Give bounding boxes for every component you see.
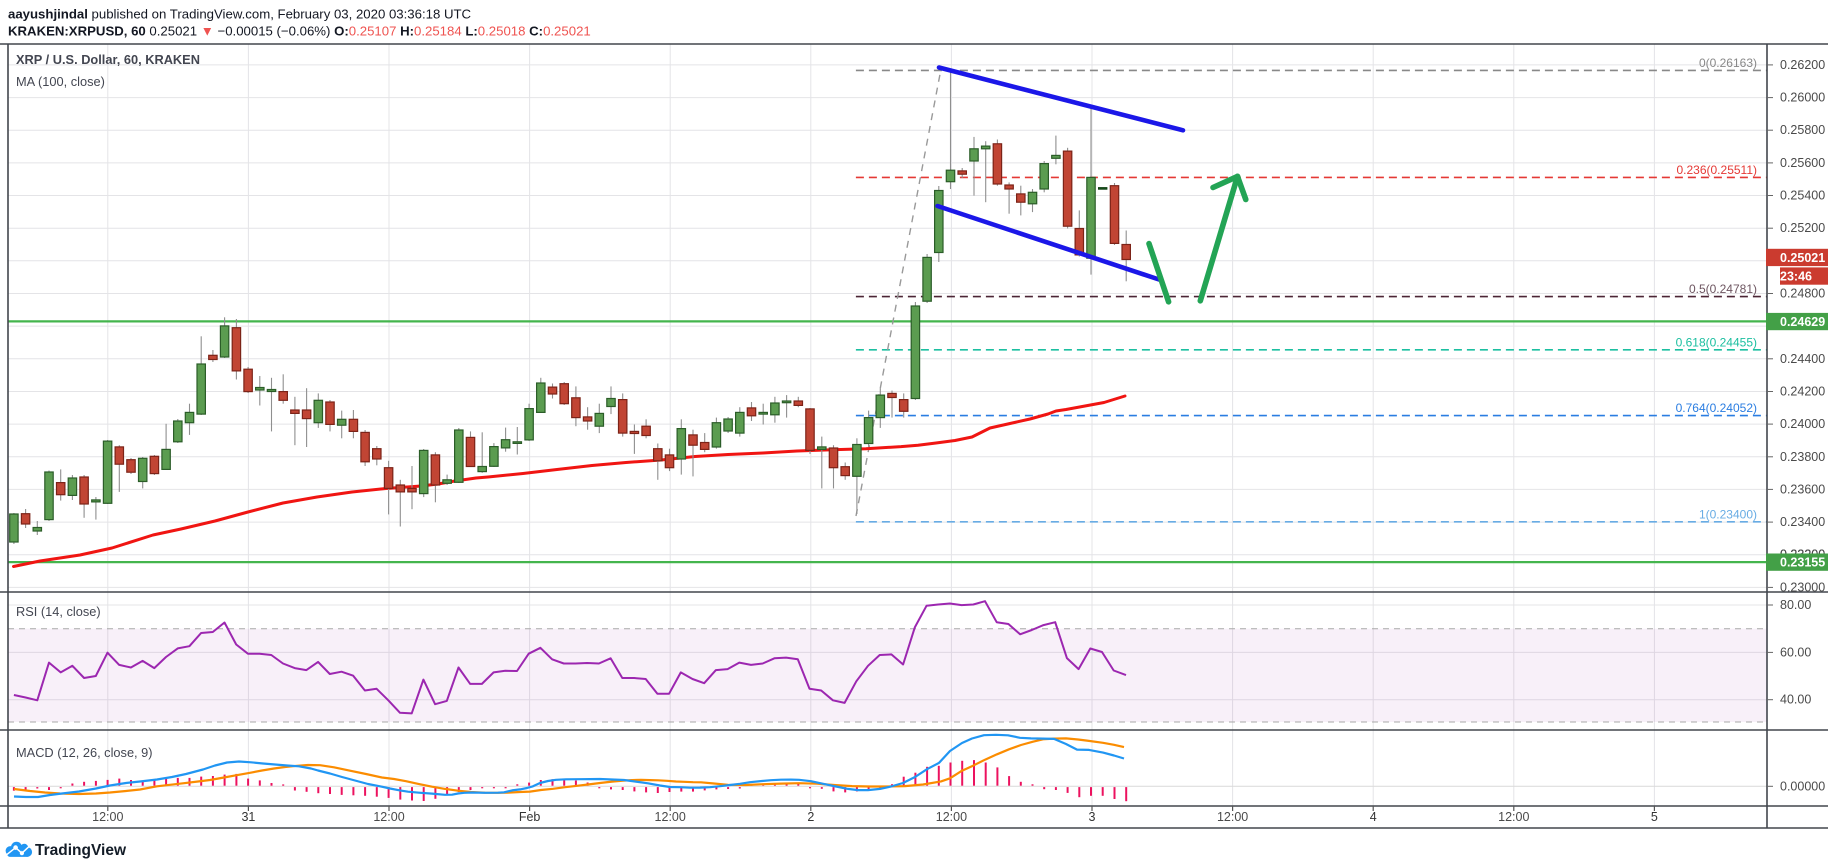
svg-text:0.25400: 0.25400: [1780, 189, 1825, 203]
svg-text:aayushjindal published on Trad: aayushjindal published on TradingView.co…: [8, 7, 472, 22]
svg-text:0.24000: 0.24000: [1780, 417, 1825, 431]
svg-text:1(0.23400): 1(0.23400): [1699, 508, 1757, 522]
svg-text:80.00: 80.00: [1780, 598, 1811, 612]
svg-text:0.764(0.24052): 0.764(0.24052): [1676, 401, 1757, 415]
svg-text:60.00: 60.00: [1780, 645, 1811, 659]
svg-text:12:00: 12:00: [1498, 810, 1529, 824]
svg-text:0.236(0.25511): 0.236(0.25511): [1676, 163, 1757, 177]
svg-text:0.00000: 0.00000: [1780, 779, 1825, 793]
svg-text:TradingView: TradingView: [35, 842, 127, 859]
svg-text:0.25021: 0.25021: [1780, 251, 1825, 265]
svg-text:RSI (14, close): RSI (14, close): [16, 604, 101, 619]
svg-text:2: 2: [807, 810, 814, 824]
svg-text:0(0.26163): 0(0.26163): [1699, 56, 1757, 70]
svg-text:XRP / U.S. Dollar, 60, KRAKEN: XRP / U.S. Dollar, 60, KRAKEN: [16, 52, 200, 67]
svg-text:0.618(0.24455): 0.618(0.24455): [1676, 335, 1757, 349]
svg-text:40.00: 40.00: [1780, 693, 1811, 707]
svg-text:0.23600: 0.23600: [1780, 482, 1825, 496]
svg-text:0.24200: 0.24200: [1780, 385, 1825, 399]
svg-text:KRAKEN:XRPUSD, 60 0.25021 ▼ −: KRAKEN:XRPUSD, 60 0.25021 ▼ −0.00015 (−0…: [8, 24, 591, 39]
svg-text:5: 5: [1651, 810, 1658, 824]
svg-text:0.24629: 0.24629: [1780, 315, 1825, 329]
svg-text:0.5(0.24781): 0.5(0.24781): [1689, 282, 1757, 296]
svg-text:0.23155: 0.23155: [1780, 556, 1825, 570]
svg-text:12:00: 12:00: [655, 810, 686, 824]
svg-text:31: 31: [241, 810, 255, 824]
svg-text:0.23000: 0.23000: [1780, 580, 1825, 594]
svg-text:MA (100, close): MA (100, close): [16, 74, 105, 89]
svg-text:0.23800: 0.23800: [1780, 450, 1825, 464]
svg-text:0.23400: 0.23400: [1780, 515, 1825, 529]
svg-text:12:00: 12:00: [92, 810, 123, 824]
svg-text:23:46: 23:46: [1780, 270, 1812, 284]
svg-text:0.24400: 0.24400: [1780, 352, 1825, 366]
svg-text:3: 3: [1089, 810, 1096, 824]
svg-text:0.25800: 0.25800: [1780, 123, 1825, 137]
svg-text:12:00: 12:00: [1217, 810, 1248, 824]
svg-text:0.25600: 0.25600: [1780, 156, 1825, 170]
svg-text:0.24800: 0.24800: [1780, 287, 1825, 301]
svg-text:Feb: Feb: [519, 810, 541, 824]
svg-text:4: 4: [1370, 810, 1377, 824]
svg-text:0.25200: 0.25200: [1780, 221, 1825, 235]
svg-text:MACD (12, 26, close, 9): MACD (12, 26, close, 9): [16, 745, 153, 760]
svg-text:12:00: 12:00: [936, 810, 967, 824]
svg-text:0.26200: 0.26200: [1780, 58, 1825, 72]
svg-text:0.26000: 0.26000: [1780, 91, 1825, 105]
svg-text:12:00: 12:00: [373, 810, 404, 824]
